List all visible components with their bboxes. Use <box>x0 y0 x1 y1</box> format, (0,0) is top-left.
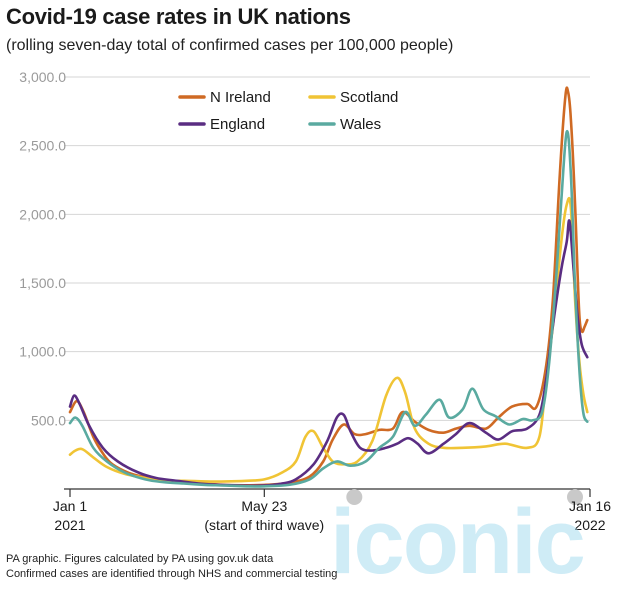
legend-layer: N Ireland Scotland England Wales <box>178 89 398 133</box>
chart-title: Covid-19 case rates in UK nations <box>6 4 351 29</box>
legend-label-wales: Wales <box>340 116 381 133</box>
y-tick-label: 500.0 <box>31 412 66 428</box>
series-line-wales <box>68 130 589 488</box>
series-layer <box>68 86 589 488</box>
footer-source: PA graphic. Figures calculated by PA usi… <box>6 553 274 565</box>
grid-layer: 500.0 1,000.0 1,500.0 2,000.0 2,500.0 3,000.0 <box>19 69 590 490</box>
x-annotation-line1: Jan 16 <box>569 498 611 514</box>
legend-label-n-ireland: N Ireland <box>210 89 271 106</box>
y-tick-label: 2,500.0 <box>19 138 66 154</box>
x-annotation-line2: 2022 <box>574 517 605 533</box>
x-annotation-line2: (start of third wave) <box>204 517 324 533</box>
x-marker-dot <box>346 489 363 505</box>
chart-subtitle: (rolling seven-day total of confirmed ca… <box>6 37 454 54</box>
x-marker-layer <box>69 489 591 505</box>
x-annotation-line1: Jan 1 <box>53 498 87 514</box>
x-annotation-line2: 2021 <box>54 517 85 533</box>
x-label-layer: Jan 1 2021 May 23 (start of third wave) Jan … <box>53 498 611 533</box>
legend-label-scotland: Scotland <box>340 89 398 106</box>
x-annotation-line1: May 23 <box>241 498 287 514</box>
y-tick-label: 1,000.0 <box>19 344 66 360</box>
y-tick-label: 3,000.0 <box>19 69 66 85</box>
legend-label-england: England <box>210 116 265 133</box>
x-marker-dot <box>567 489 583 505</box>
y-tick-label: 2,000.0 <box>19 206 66 222</box>
y-tick-label: 1,500.0 <box>19 275 66 291</box>
footer-note: Confirmed cases are identified through N… <box>6 568 338 580</box>
